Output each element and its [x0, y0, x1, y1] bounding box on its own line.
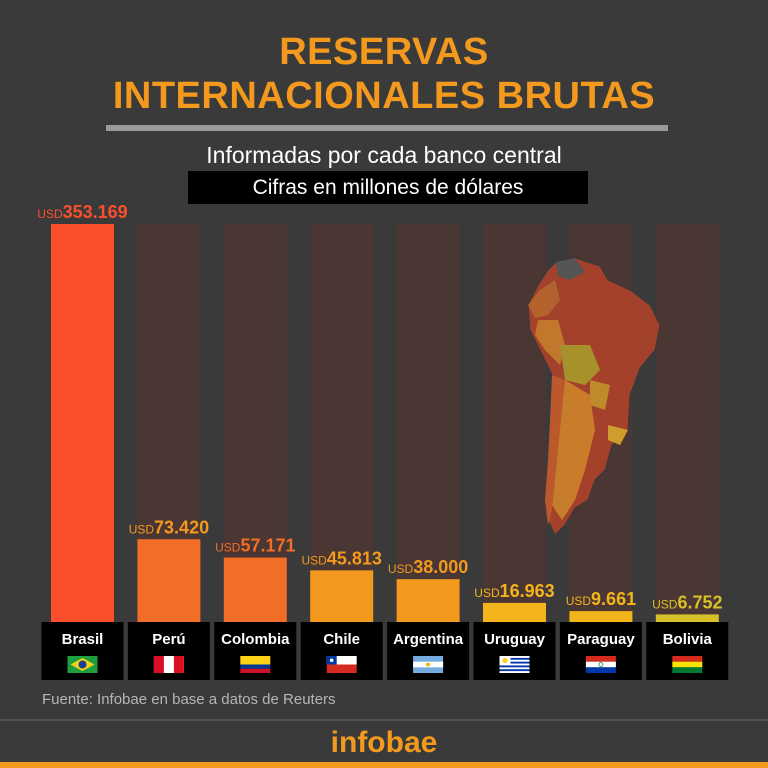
bottom-accent-bar — [0, 762, 768, 768]
argentina-flag — [413, 656, 444, 673]
currency-prefix: USD — [388, 562, 414, 576]
title-line-2: INTERNACIONALES BRUTAS — [112, 75, 656, 117]
bar-track — [655, 224, 719, 622]
bar-uruguay — [483, 602, 546, 622]
currency-prefix: USD — [129, 522, 155, 536]
brazil-flag — [67, 656, 98, 673]
value-number: 38.000 — [413, 557, 468, 577]
value-number: 353.169 — [63, 202, 128, 222]
category-label: Paraguay — [567, 631, 635, 648]
unit-note: Cifras en millones de dólares — [188, 171, 588, 204]
chart-title: RESERVAS INTERNACIONALES BRUTAS — [0, 30, 768, 118]
category-label: Chile — [323, 631, 360, 648]
category-label: Bolivia — [663, 631, 713, 648]
value-number: 45.813 — [327, 548, 382, 568]
chile-flag — [326, 656, 357, 673]
bar-track — [310, 224, 374, 622]
bar-paraguay — [569, 611, 633, 622]
value-label: USD73.420 — [129, 517, 209, 537]
bar-chart: USD353.169USD73.420USD57.171USD45.813USD… — [37, 202, 729, 680]
bar-track — [483, 224, 546, 622]
currency-prefix: USD — [652, 597, 678, 611]
value-number: 57.171 — [240, 536, 295, 556]
currency-prefix: USD — [474, 586, 500, 600]
infobae-logo: infobae — [330, 726, 438, 759]
bar-chile — [310, 570, 374, 622]
bar-track — [223, 224, 287, 622]
category-label: Brasil — [62, 631, 104, 648]
bar-bolivia — [655, 614, 719, 622]
paraguay-flag — [585, 656, 616, 673]
peru-flag — [153, 656, 184, 673]
value-label: USD353.169 — [37, 202, 127, 222]
chart-subtitle: Informadas por cada banco central — [206, 142, 562, 168]
value-number: 16.963 — [500, 581, 555, 601]
south-america-map — [527, 257, 661, 536]
bar-brasil — [51, 224, 114, 622]
category-label: Colombia — [221, 631, 290, 648]
footer-divider — [0, 719, 768, 721]
value-label: USD38.000 — [388, 557, 468, 577]
currency-prefix: USD — [301, 553, 327, 567]
value-label: USD45.813 — [301, 548, 381, 568]
category-label: Perú — [152, 631, 185, 648]
bar-perú — [137, 539, 201, 622]
value-number: 6.752 — [677, 592, 722, 612]
value-number: 73.420 — [154, 517, 209, 537]
category-label: Uruguay — [484, 631, 546, 648]
title-line-1: RESERVAS — [279, 31, 489, 73]
title-divider — [106, 125, 668, 131]
currency-prefix: USD — [566, 594, 592, 608]
source-note: Fuente: Infobae en base a datos de Reute… — [42, 691, 336, 708]
value-label: USD57.171 — [215, 536, 295, 556]
currency-prefix: USD — [37, 207, 63, 221]
bolivia-flag — [672, 656, 703, 673]
value-label: USD16.963 — [474, 581, 554, 601]
currency-prefix: USD — [215, 541, 241, 555]
value-number: 9.661 — [591, 589, 636, 609]
bar-track — [396, 224, 460, 622]
uruguay-flag — [499, 656, 530, 673]
bar-argentina — [396, 579, 460, 622]
category-label: Argentina — [393, 631, 464, 648]
colombia-flag — [240, 656, 271, 673]
value-label: USD6.752 — [652, 592, 722, 612]
bar-colombia — [223, 557, 287, 622]
value-label: USD9.661 — [566, 589, 636, 609]
